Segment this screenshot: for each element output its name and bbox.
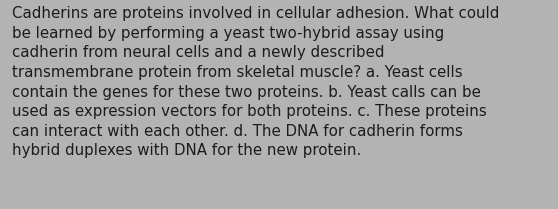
Text: Cadherins are proteins involved in cellular adhesion. What could
be learned by p: Cadherins are proteins involved in cellu… <box>12 6 499 158</box>
